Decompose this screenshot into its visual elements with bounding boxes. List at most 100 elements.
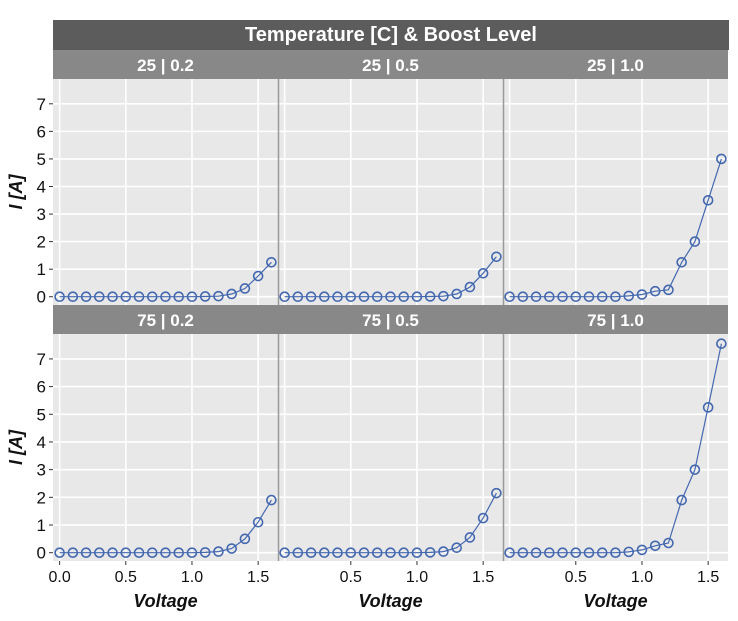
data-point bbox=[583, 547, 595, 558]
data-point bbox=[464, 532, 476, 543]
data-point bbox=[583, 291, 595, 303]
data-point bbox=[491, 251, 502, 263]
data-point bbox=[186, 547, 198, 558]
data-point bbox=[371, 291, 383, 303]
data-point bbox=[358, 547, 370, 558]
data-point bbox=[332, 291, 343, 303]
data-point bbox=[266, 256, 277, 268]
data-point bbox=[676, 494, 687, 506]
x-axis-label: Voltage bbox=[583, 591, 647, 611]
facet-label: 25 | 0.5 bbox=[362, 56, 419, 75]
x-axis-label: Voltage bbox=[133, 591, 197, 611]
data-point bbox=[94, 291, 105, 303]
data-point bbox=[80, 547, 92, 558]
data-point bbox=[332, 547, 343, 558]
data-point bbox=[451, 288, 462, 300]
x-tick-label: 0.5 bbox=[115, 569, 137, 586]
data-point bbox=[173, 547, 185, 558]
data-point bbox=[319, 547, 330, 558]
data-point bbox=[491, 487, 502, 499]
data-point bbox=[411, 291, 423, 303]
y-tick-label: 5 bbox=[37, 150, 46, 169]
data-point bbox=[239, 533, 251, 545]
data-point bbox=[345, 547, 357, 558]
data-point bbox=[160, 547, 171, 558]
y-tick-label: 4 bbox=[37, 433, 46, 452]
facet-label: 75 | 0.5 bbox=[362, 311, 419, 330]
data-point bbox=[623, 290, 635, 302]
x-tick-label: 0.5 bbox=[340, 569, 362, 586]
y-tick-label: 0 bbox=[37, 288, 46, 307]
x-tick-label: 1.5 bbox=[697, 569, 719, 586]
data-point bbox=[133, 291, 145, 303]
data-point bbox=[213, 546, 224, 557]
data-point bbox=[596, 547, 608, 558]
data-point bbox=[477, 512, 489, 524]
data-point bbox=[411, 547, 423, 558]
data-point bbox=[279, 291, 290, 303]
data-point bbox=[133, 547, 145, 558]
data-point bbox=[596, 291, 608, 303]
facet-strip bbox=[53, 50, 278, 79]
panel-background bbox=[503, 79, 728, 305]
data-point bbox=[146, 291, 158, 303]
data-point bbox=[570, 291, 582, 303]
super-title-bar bbox=[53, 20, 729, 50]
data-point bbox=[186, 291, 198, 303]
y-tick-label: 5 bbox=[37, 405, 46, 424]
data-point bbox=[570, 547, 582, 558]
data-point bbox=[385, 547, 396, 558]
y-tick-label: 7 bbox=[37, 350, 46, 369]
y-tick-label: 2 bbox=[37, 233, 46, 252]
x-tick-label: 1.0 bbox=[406, 569, 428, 586]
panel-background bbox=[278, 334, 503, 561]
super-title: Temperature [C] & Boost Level bbox=[245, 24, 537, 46]
y-axis-label: I [A] bbox=[6, 429, 26, 465]
data-point bbox=[319, 291, 330, 303]
x-tick-label: 1.0 bbox=[631, 569, 653, 586]
data-point bbox=[226, 288, 237, 300]
x-tick-label: 1.0 bbox=[181, 569, 203, 586]
data-point bbox=[544, 547, 555, 558]
facet-strip bbox=[503, 305, 728, 334]
data-point bbox=[702, 402, 714, 413]
data-point bbox=[464, 281, 476, 293]
panels-group: 25 | 0.2 0 1 2 3 4 5 6 7 I [A] 25 | 0.5 25 | 1.0 75 … bbox=[6, 50, 728, 611]
data-point bbox=[702, 194, 714, 206]
facet-strip bbox=[278, 50, 503, 79]
data-point bbox=[67, 291, 79, 303]
data-point bbox=[160, 291, 171, 303]
panel-background bbox=[278, 79, 503, 305]
data-point bbox=[252, 516, 264, 528]
data-point bbox=[266, 494, 277, 506]
facet-label: 25 | 0.2 bbox=[137, 56, 194, 75]
data-point bbox=[120, 291, 132, 303]
y-tick-label: 6 bbox=[37, 378, 46, 397]
y-tick-label: 4 bbox=[37, 177, 46, 196]
data-point bbox=[689, 236, 701, 247]
x-tick-label: 0.0 bbox=[48, 569, 70, 586]
data-point bbox=[292, 291, 304, 303]
data-point bbox=[345, 291, 357, 303]
data-point bbox=[544, 291, 555, 303]
data-point bbox=[636, 544, 648, 556]
data-point bbox=[636, 289, 648, 300]
data-point bbox=[610, 291, 621, 303]
data-point bbox=[226, 543, 237, 554]
data-point bbox=[557, 291, 568, 303]
x-tick-label: 1.5 bbox=[247, 569, 269, 586]
data-point bbox=[358, 291, 370, 303]
data-point bbox=[716, 338, 727, 349]
data-point bbox=[517, 547, 529, 558]
data-point bbox=[94, 547, 105, 558]
data-point bbox=[146, 547, 158, 558]
data-point bbox=[80, 291, 92, 303]
data-point bbox=[676, 256, 687, 268]
data-point bbox=[438, 290, 449, 302]
data-point bbox=[67, 547, 79, 558]
x-axis-label: Voltage bbox=[358, 591, 422, 611]
x-tick-label: 1.5 bbox=[472, 569, 494, 586]
data-point bbox=[252, 270, 264, 282]
panel-background bbox=[53, 79, 278, 305]
data-point bbox=[305, 547, 317, 558]
